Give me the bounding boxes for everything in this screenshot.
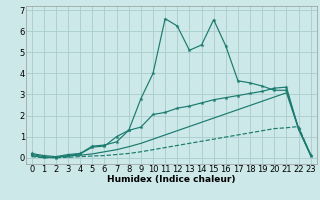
X-axis label: Humidex (Indice chaleur): Humidex (Indice chaleur) — [107, 175, 236, 184]
